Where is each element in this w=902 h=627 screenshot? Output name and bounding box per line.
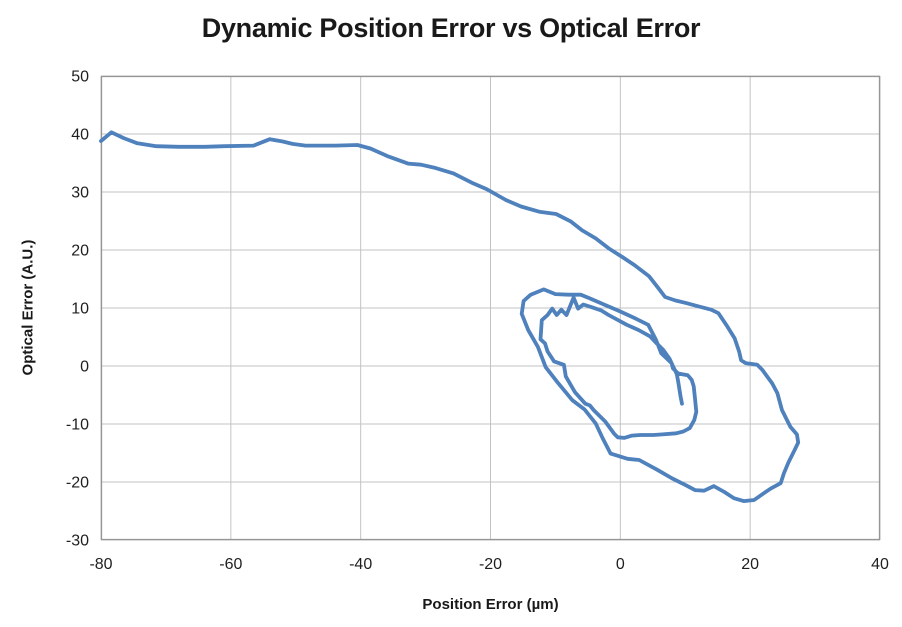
y-tick-label: 0 <box>80 359 89 376</box>
y-tick-label: 50 <box>71 69 89 86</box>
y-tick-label: 20 <box>71 243 89 260</box>
y-tick-label: -10 <box>66 417 89 434</box>
x-axis-title: Position Error (µm) <box>422 596 559 613</box>
y-tick-label: -30 <box>66 533 89 550</box>
chart-title: Dynamic Position Error vs Optical Error <box>201 13 701 43</box>
x-tick-label: -80 <box>89 556 112 573</box>
plot-border <box>100 75 881 541</box>
x-tick-label: 40 <box>871 556 889 573</box>
x-tick-label: -40 <box>349 556 372 573</box>
series-line <box>99 130 801 504</box>
y-tick-label: -20 <box>66 475 89 492</box>
x-tick-label: 0 <box>616 556 625 573</box>
x-tick-label: -60 <box>219 556 242 573</box>
y-tick-label: 40 <box>71 127 89 144</box>
x-tick-label: -20 <box>479 556 502 573</box>
y-tick-label: 10 <box>71 301 89 318</box>
y-tick-label: 30 <box>71 185 89 202</box>
x-tick-label: 20 <box>741 556 759 573</box>
